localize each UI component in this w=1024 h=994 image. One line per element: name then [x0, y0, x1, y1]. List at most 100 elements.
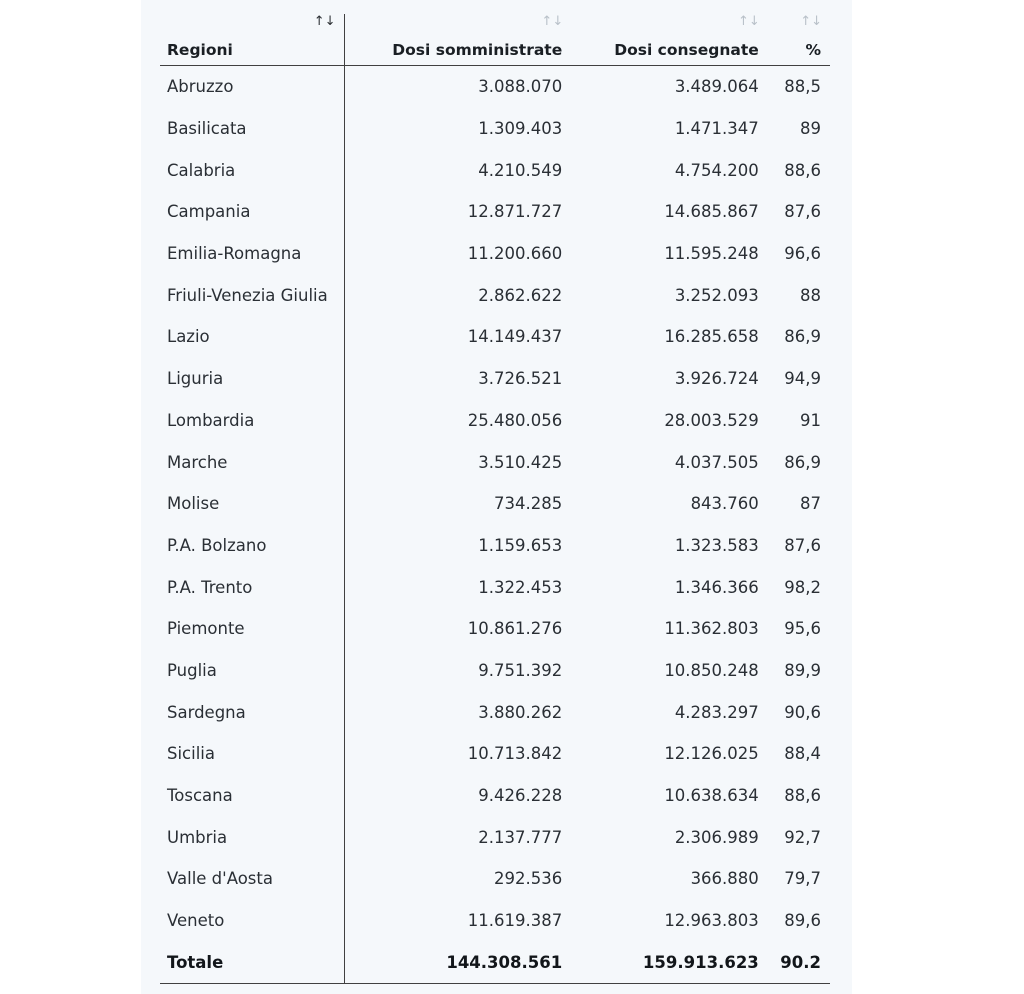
cell-region: Marche [160, 441, 345, 483]
cell-administered: 3.510.425 [478, 452, 563, 472]
cell-percent: 88,6 [784, 160, 821, 180]
column-header-dosi-somministrate[interactable]: ↑↓ Dosi somministrate [344, 14, 572, 66]
table-row: Veneto 11.619.387 12.963.803 89,6 [160, 899, 830, 942]
cell-percent: 87,6 [784, 535, 821, 555]
cell-region: Piemonte [160, 607, 345, 650]
cell-administered: 734.285 [493, 494, 563, 514]
cell-region: Campania [160, 191, 345, 233]
cell-region: Abruzzo [160, 65, 345, 108]
cell-administered: 1.309.403 [478, 119, 563, 139]
table-row: Liguria 3.726.521 3.926.724 94,9 [160, 357, 830, 400]
cell-percent: 88,5 [784, 77, 821, 97]
cell-administered: 3.088.070 [478, 77, 563, 97]
cell-administered: 2.137.777 [478, 827, 563, 847]
table-row: P.A. Bolzano 1.159.653 1.323.583 87,6 [160, 524, 830, 567]
column-header-regioni[interactable]: ↑↓ Regioni [160, 14, 345, 66]
sort-icon[interactable]: ↑↓ [738, 14, 760, 29]
cell-percent: 87 [800, 494, 821, 514]
cell-region: Valle d'Aosta [160, 858, 345, 900]
table-body: Abruzzo 3.088.070 3.489.064 88,5 Basilicata… [160, 65, 830, 985]
cell-total-delivered: 159.913.623 [571, 941, 768, 985]
cell-percent: 96,6 [784, 244, 821, 264]
cell-administered: 25.480.056 [467, 410, 563, 430]
cell-percent: 88 [800, 285, 821, 305]
cell-region: Calabria [160, 149, 345, 192]
table-row: Piemonte 10.861.276 11.362.803 95,6 [160, 607, 830, 650]
cell-region: Friuli-Venezia Giulia [160, 274, 345, 317]
cell-region: Molise [160, 482, 345, 525]
table-row: Toscana 9.426.228 10.638.634 88,6 [160, 774, 830, 817]
cell-delivered: 4.283.297 [674, 702, 759, 722]
cell-delivered: 10.638.634 [664, 786, 759, 806]
cell-region: Sardegna [160, 691, 345, 733]
cell-delivered: 1.323.583 [674, 535, 759, 555]
column-header-percent[interactable]: ↑↓ % [767, 14, 830, 66]
cell-percent: 98,2 [784, 577, 821, 597]
cell-percent: 88,4 [784, 744, 821, 764]
cell-delivered: 2.306.989 [674, 827, 759, 847]
cell-delivered: 366.880 [690, 869, 759, 889]
table-row: Emilia-Romagna 11.200.660 11.595.248 96,6 [160, 232, 830, 275]
table-row: Abruzzo 3.088.070 3.489.064 88,5 [160, 65, 830, 108]
cell-region: Toscana [160, 774, 345, 817]
cell-administered: 2.862.622 [478, 285, 563, 305]
cell-delivered: 28.003.529 [664, 410, 759, 430]
cell-percent: 89,6 [784, 911, 821, 931]
cell-region: Basilicata [160, 107, 345, 150]
table-row: Puglia 9.751.392 10.850.248 89,9 [160, 649, 830, 692]
cell-administered: 10.713.842 [467, 744, 563, 764]
cell-total-label: Totale [160, 941, 345, 985]
cell-administered: 12.871.727 [467, 202, 563, 222]
table-row: Umbria 2.137.777 2.306.989 92,7 [160, 816, 830, 859]
cell-percent: 87,6 [784, 202, 821, 222]
cell-administered: 292.536 [493, 869, 563, 889]
cell-administered: 14.149.437 [467, 327, 563, 347]
cell-delivered: 4.754.200 [674, 160, 759, 180]
cell-administered: 3.880.262 [478, 702, 563, 722]
table-row: Lazio 14.149.437 16.285.658 86,9 [160, 316, 830, 358]
cell-region: Veneto [160, 899, 345, 942]
cell-percent: 95,6 [784, 619, 821, 639]
cell-delivered: 1.471.347 [674, 119, 759, 139]
sort-icon[interactable]: ↑↓ [313, 14, 336, 29]
cell-administered: 9.426.228 [478, 786, 563, 806]
cell-region: Emilia-Romagna [160, 232, 345, 275]
table-row: Marche 3.510.425 4.037.505 86,9 [160, 441, 830, 483]
cell-delivered: 3.926.724 [674, 369, 759, 389]
cell-percent: 92,7 [784, 827, 821, 847]
cell-region: Lazio [160, 316, 345, 358]
cell-region: Liguria [160, 357, 345, 400]
table-row: Valle d'Aosta 292.536 366.880 79,7 [160, 858, 830, 900]
sort-icon[interactable]: ↑↓ [541, 14, 564, 29]
cell-region: Umbria [160, 816, 345, 859]
sort-icon[interactable]: ↑↓ [800, 14, 822, 29]
table-row: Friuli-Venezia Giulia 2.862.622 3.252.093 8… [160, 274, 830, 317]
cell-region: Puglia [160, 649, 345, 692]
cell-administered: 11.619.387 [467, 911, 563, 931]
cell-delivered: 11.595.248 [664, 244, 759, 264]
cell-delivered: 12.126.025 [664, 744, 759, 764]
cell-delivered: 11.362.803 [664, 619, 759, 639]
cell-delivered: 12.963.803 [664, 911, 759, 931]
cell-delivered: 843.760 [690, 494, 759, 514]
table-row: P.A. Trento 1.322.453 1.346.366 98,2 [160, 566, 830, 608]
cell-delivered: 3.489.064 [674, 77, 759, 97]
cell-percent: 89,9 [784, 660, 821, 680]
cell-region: Sicilia [160, 733, 345, 775]
cell-administered: 4.210.549 [478, 160, 563, 180]
cell-region: P.A. Bolzano [160, 524, 345, 567]
cell-total-administered: 144.308.561 [344, 941, 572, 985]
cell-delivered: 3.252.093 [674, 285, 759, 305]
column-header-dosi-consegnate[interactable]: ↑↓ Dosi consegnate [571, 14, 768, 66]
cell-delivered: 4.037.505 [674, 452, 759, 472]
column-header-label: Regioni [167, 41, 233, 59]
cell-percent: 94,9 [784, 369, 821, 389]
table-row: Sicilia 10.713.842 12.126.025 88,4 [160, 733, 830, 775]
cell-region: P.A. Trento [160, 566, 345, 608]
table-row: Basilicata 1.309.403 1.471.347 89 [160, 107, 830, 150]
cell-administered: 3.726.521 [478, 369, 563, 389]
header-row: ↑↓ Regioni ↑↓ Dosi somministrate ↑↓ Dosi… [160, 14, 830, 66]
cell-administered: 10.861.276 [467, 619, 563, 639]
cell-delivered: 16.285.658 [664, 327, 759, 347]
vaccine-doses-table: ↑↓ Regioni ↑↓ Dosi somministrate ↑↓ Dosi… [160, 14, 830, 985]
